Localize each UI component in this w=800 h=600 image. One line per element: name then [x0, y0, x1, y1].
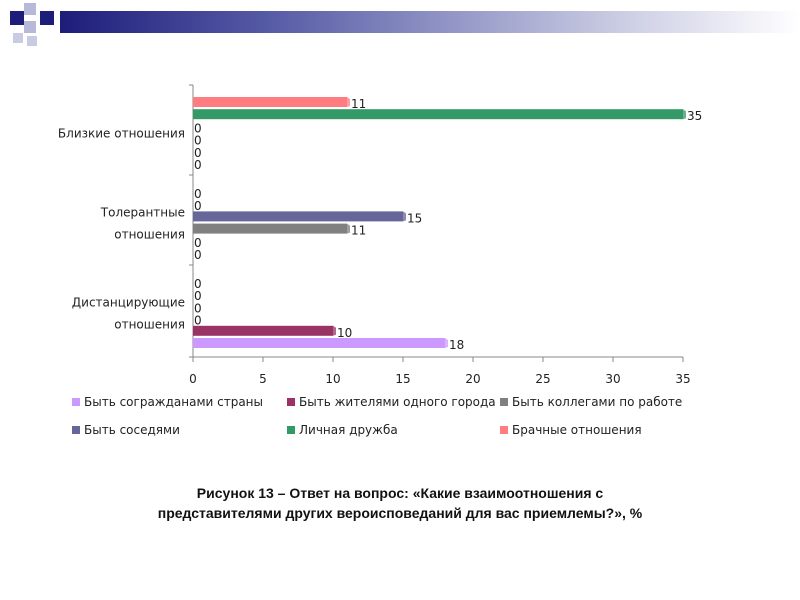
- legend-swatch: [500, 398, 508, 406]
- data-label: 0: [194, 187, 202, 201]
- bar-edge: [347, 97, 350, 107]
- data-label: 0: [194, 314, 202, 328]
- legend-swatch: [287, 426, 295, 434]
- data-label: 0: [194, 146, 202, 160]
- data-label: 11: [351, 97, 366, 111]
- data-label: 18: [449, 338, 464, 352]
- data-label: 0: [194, 158, 202, 172]
- x-tick-label: 25: [535, 372, 550, 386]
- legend-swatch: [500, 426, 508, 434]
- x-tick-label: 35: [675, 372, 690, 386]
- data-label: 0: [194, 277, 202, 291]
- legend-label: Быть коллегами по работе: [512, 395, 682, 409]
- data-label: 0: [194, 301, 202, 315]
- x-tick-label: 10: [325, 372, 340, 386]
- category-label: отношения: [114, 227, 185, 241]
- deco-square: [10, 11, 24, 25]
- bar: [193, 325, 333, 336]
- caption-line-1: Рисунок 13 – Ответ на вопрос: «Какие вза…: [196, 485, 604, 501]
- legend-label: Личная дружба: [299, 423, 398, 437]
- x-tick-label: 5: [259, 372, 267, 386]
- deco-square: [24, 3, 36, 15]
- category-label: Дистанцирующие: [72, 295, 185, 309]
- bar: [193, 109, 683, 120]
- header-band: [60, 11, 800, 33]
- category-label: Толерантные: [100, 205, 185, 219]
- bar: [193, 338, 445, 348]
- data-label: 15: [407, 211, 422, 225]
- x-tick-label: 20: [465, 372, 480, 386]
- bar: [193, 97, 347, 107]
- caption-line-2: представителями других вероисповеданий д…: [157, 505, 643, 521]
- bar-edge: [333, 325, 336, 336]
- deco-square: [27, 36, 37, 46]
- legend-swatch: [287, 398, 295, 406]
- data-label: 0: [194, 121, 202, 135]
- x-tick-label: 15: [395, 372, 410, 386]
- legend-label: Быть жителями одного города: [299, 395, 496, 409]
- deco-square: [24, 21, 36, 33]
- x-tick-label: 0: [189, 372, 197, 386]
- data-label: 0: [194, 289, 202, 303]
- data-label: 0: [194, 199, 202, 213]
- data-label: 35: [687, 109, 702, 123]
- category-label: отношения: [114, 317, 185, 331]
- data-label: 0: [194, 134, 202, 148]
- deco-square: [40, 11, 54, 25]
- figure-caption: Рисунок 13 – Ответ на вопрос: «Какие вза…: [60, 483, 740, 523]
- legend-swatch: [72, 398, 80, 406]
- data-label: 0: [194, 248, 202, 262]
- legend-swatch: [72, 426, 80, 434]
- data-label: 0: [194, 236, 202, 250]
- bar-edge: [445, 338, 448, 348]
- deco-square: [13, 33, 23, 43]
- bar: [193, 223, 347, 234]
- bar-edge: [683, 109, 686, 120]
- bar: [193, 211, 403, 222]
- data-label: 11: [351, 224, 366, 238]
- bar-edge: [347, 223, 350, 234]
- legend-label: Быть согражданами страны: [84, 395, 263, 409]
- decorative-squares: [10, 3, 54, 46]
- bar-edge: [403, 211, 406, 222]
- legend-label: Быть соседями: [84, 423, 180, 437]
- legend-label: Брачные отношения: [512, 423, 642, 437]
- category-label: Близкие отношения: [58, 126, 185, 140]
- data-label: 10: [337, 326, 352, 340]
- x-tick-label: 30: [605, 372, 620, 386]
